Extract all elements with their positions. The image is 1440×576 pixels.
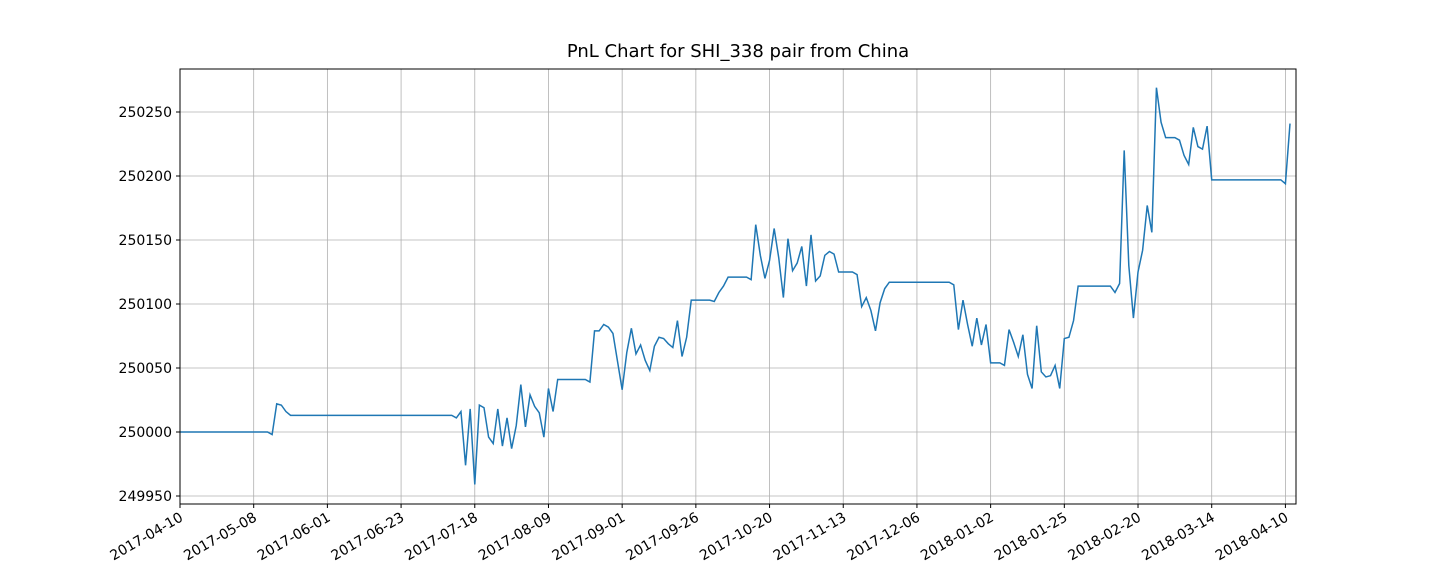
line [180,87,1291,485]
y-tick-label: 250100 [119,297,172,313]
x-tick-label: 2017-10-20 [697,510,775,565]
x-tick-label: 2017-05-08 [181,510,259,565]
x-tick-label: 2018-01-25 [992,510,1070,565]
x-tick-label: 2018-04-10 [1213,510,1291,565]
y-tick-label: 250250 [119,105,172,121]
y-tick-label: 250200 [119,169,172,185]
x-tick-label: 2017-09-26 [623,510,702,565]
x-tick-label: 2018-01-02 [918,510,996,565]
y-tick-label: 250050 [119,361,172,377]
chart-title: PnL Chart for SHI_338 pair from China [567,41,909,62]
y-tick-label: 249950 [119,489,172,505]
y-tick-label: 250150 [119,233,172,249]
plot-frame [179,68,1297,505]
x-tick-label: 2017-12-06 [844,510,923,565]
x-tick-label: 2018-02-20 [1066,510,1144,565]
x-tick-label: 2017-07-18 [402,510,480,565]
x-tick-label: 2017-08-09 [476,510,554,565]
x-tick-label: 2017-11-13 [771,510,849,565]
x-tick-label: 2017-09-01 [550,510,628,565]
x-tick-label: 2017-04-10 [108,510,186,565]
y-tick-label: 250000 [119,425,172,441]
x-tick-label: 2017-06-01 [255,510,333,565]
x-tick-label: 2017-06-23 [329,510,407,565]
x-tick-label: 2018-03-14 [1139,510,1218,565]
